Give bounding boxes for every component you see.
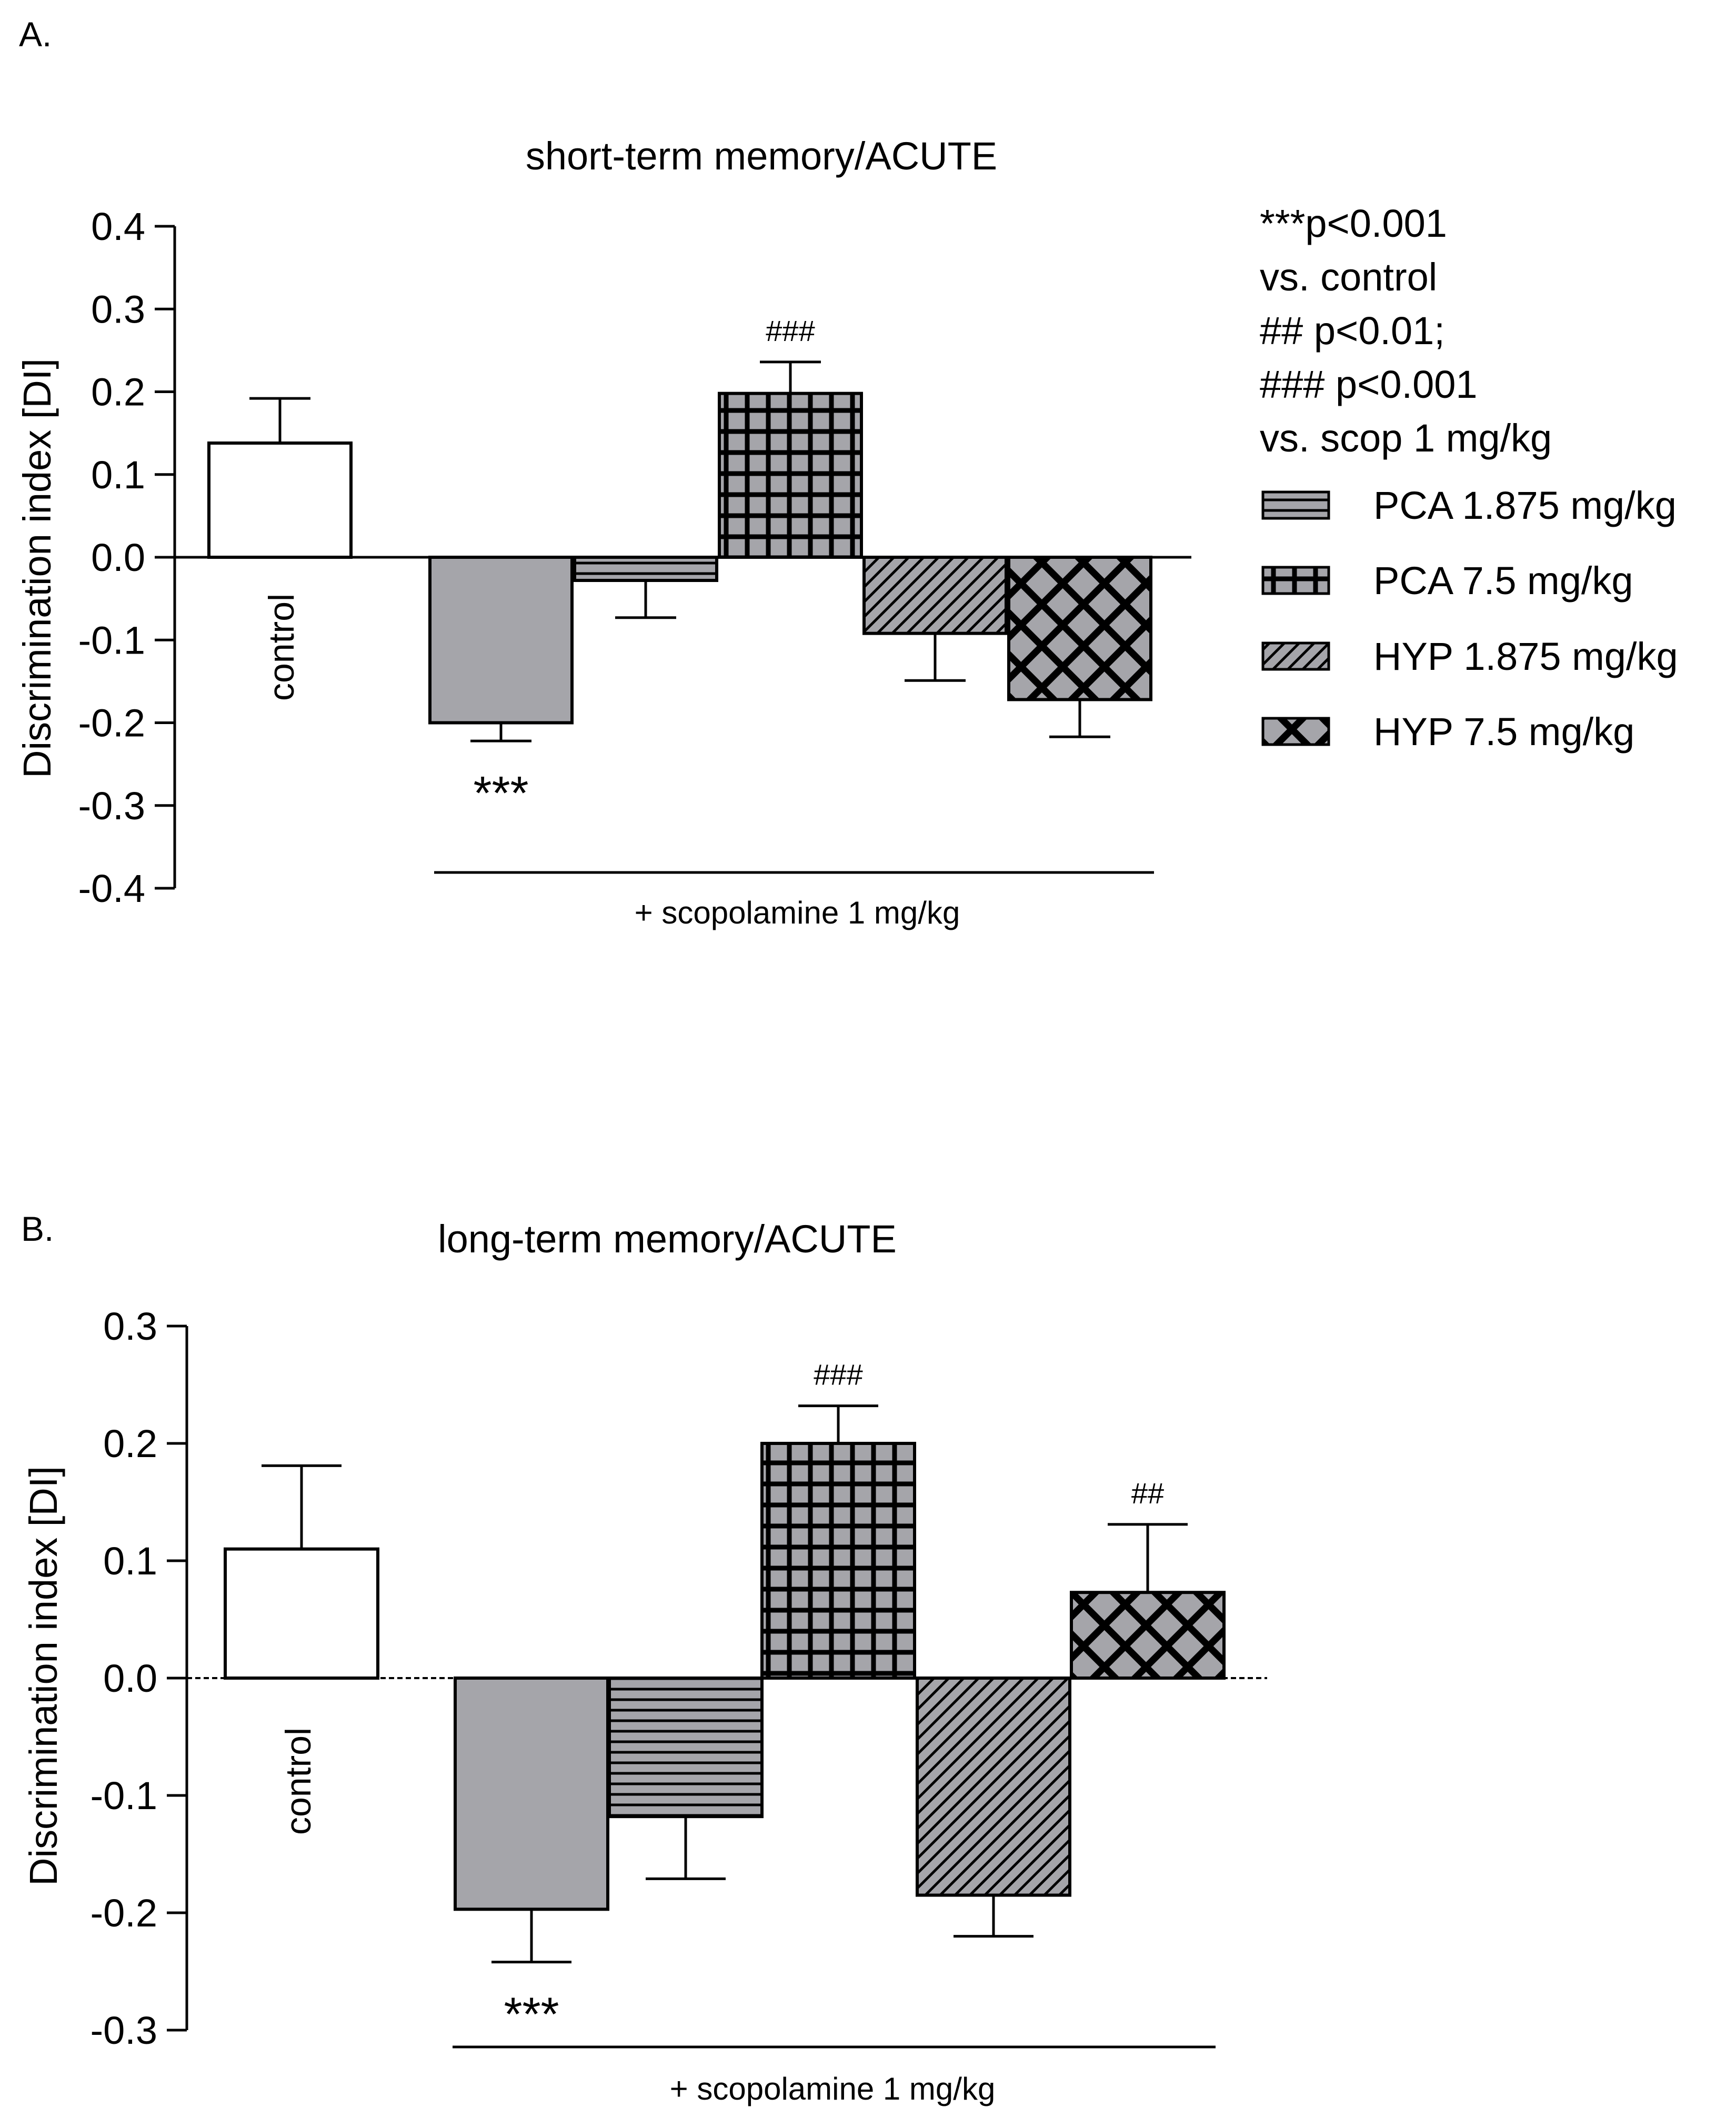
panel-b-y-tick-label: -0.1 xyxy=(90,1774,157,1818)
legend-swatch-pca-1875 xyxy=(1261,490,1330,520)
panel-b-y-tick-label: 0.1 xyxy=(103,1539,157,1583)
legend-stat-4: ### p<0.001 xyxy=(1260,363,1478,406)
legend-item-hyp-1875: HYP 1.875 mg/kg xyxy=(1373,635,1678,678)
panel-b-bar-1 xyxy=(224,1547,379,1680)
panel-b-group-label: + scopolamine 1 mg/kg xyxy=(670,2071,996,2106)
panel-a-bar-6 xyxy=(1007,556,1152,701)
panel-a-annotation-2: *** xyxy=(473,767,528,820)
panel-b-bar-3 xyxy=(608,1677,764,1819)
panel-b-y-tick-label: -0.2 xyxy=(90,1891,157,1935)
panel-b-annotation-2: *** xyxy=(504,1989,559,2041)
panel-b-control-label: control xyxy=(278,1728,318,1835)
legend: ***p<0.001 vs. control ## p<0.01; ### p<… xyxy=(1260,202,1678,754)
panel-a-bar-5 xyxy=(862,556,1008,635)
panel-b-plot: 0.30.20.10.0-0.1-0.2-0.3 ***##### xyxy=(90,1304,1267,2052)
panel-a-bar-2 xyxy=(428,556,574,725)
panel-a-y-tick-label: 0.4 xyxy=(91,205,145,248)
panel-a-y-tick-label: 0.2 xyxy=(91,370,145,414)
legend-stat-3: ## p<0.01; xyxy=(1260,309,1445,353)
panel-b-y-tick-label: -0.3 xyxy=(90,2009,157,2052)
panel-b-annotation-6: ## xyxy=(1131,1477,1164,1510)
legend-swatch-hyp-75 xyxy=(1261,717,1330,746)
panel-b-y-tick-label: 0.0 xyxy=(103,1657,157,1700)
panel-b-y-tick-label: 0.3 xyxy=(103,1304,157,1348)
panel-b-bar-2 xyxy=(454,1677,609,1911)
legend-item-pca-75: PCA 7.5 mg/kg xyxy=(1373,559,1633,603)
panel-a-y-tick-label: -0.2 xyxy=(78,701,145,745)
panel-a-plot: 0.4 0.3 0.2 0.1 0.0 -0.1 -0.2 -0.3 -0.4 *** ### xyxy=(78,205,1191,910)
panel-a: A. short-term memory/ACUTE Discriminatio… xyxy=(15,15,1191,930)
panel-a-label: A. xyxy=(19,15,52,54)
legend-swatch-hyp-1875 xyxy=(1261,641,1330,671)
legend-item-pca-1875: PCA 1.875 mg/kg xyxy=(1373,484,1677,527)
panel-a-y-axis-label: Discrimination index [DI] xyxy=(15,358,59,778)
legend-swatch-pca-75 xyxy=(1261,566,1330,595)
legend-item-hyp-75: HYP 7.5 mg/kg xyxy=(1373,710,1634,754)
panel-a-bar-4 xyxy=(718,392,863,559)
panel-a-y-tick-label: -0.3 xyxy=(78,784,145,828)
panel-b-bar-6 xyxy=(1070,1591,1226,1680)
legend-stat-1: ***p<0.001 xyxy=(1260,202,1447,245)
panel-a-annotation-4: ### xyxy=(766,314,815,347)
panel-b-y-tick-label: 0.2 xyxy=(103,1422,157,1465)
panel-b-title: long-term memory/ACUTE xyxy=(438,1217,897,1261)
panel-b-bar-4 xyxy=(760,1442,916,1680)
panel-a-bar-3 xyxy=(573,556,718,583)
panel-a-y-tick-label: 0.0 xyxy=(91,536,145,579)
panel-a-y-tick-label: -0.1 xyxy=(78,618,145,662)
panel-a-group-label: + scopolamine 1 mg/kg xyxy=(635,895,960,930)
legend-stat-5: vs. scop 1 mg/kg xyxy=(1260,416,1552,460)
panel-b-y-axis-label: Discrimination index [DI] xyxy=(22,1466,65,1886)
panel-a-y-tick-label: 0.3 xyxy=(91,287,145,331)
panel-b: B. long-term memory/ACUTE Discrimination… xyxy=(21,1209,1267,2106)
legend-stat-2: vs. control xyxy=(1260,255,1437,299)
panel-a-title: short-term memory/ACUTE xyxy=(526,134,997,178)
panel-a-y-tick-label: 0.1 xyxy=(91,453,145,497)
panel-b-label: B. xyxy=(21,1209,54,1248)
panel-b-bar-5 xyxy=(916,1677,1071,1897)
panel-b-annotation-4: ### xyxy=(814,1358,862,1391)
panel-a-control-label: control xyxy=(262,594,302,701)
panel-a-bar-1 xyxy=(207,441,353,559)
panel-a-y-tick-label: -0.4 xyxy=(78,867,145,910)
